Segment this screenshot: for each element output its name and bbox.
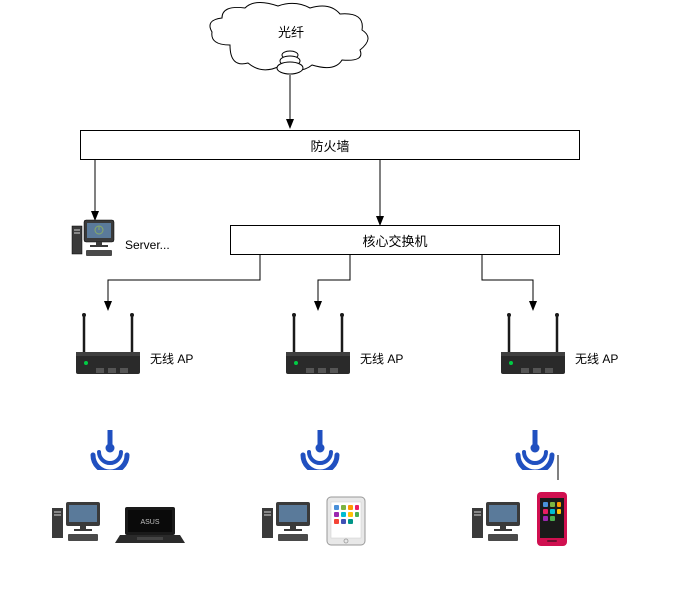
tablet-icon [325,495,367,547]
ap2-icon [280,310,360,385]
cloud-label: 光纤 [278,22,304,41]
pc2-icon [260,500,315,548]
pc3-icon [470,500,525,548]
pc1-icon [50,500,105,548]
cloud-icon [200,0,380,85]
core-switch-label: 核心交换机 [362,231,427,250]
edge-coreswitch-ap2 [318,255,350,310]
ap1-icon [70,310,150,385]
ap3-label: 无线 AP [575,350,618,367]
edge-coreswitch-ap3 [482,255,533,310]
laptop-icon: ASUS [115,505,185,547]
wifi1-icon [85,420,135,470]
ap3-icon [495,310,575,385]
wifi3-icon [510,420,560,470]
edge-coreswitch-ap1 [108,255,260,310]
svg-text:ASUS: ASUS [140,519,159,526]
phone-icon [535,490,569,548]
ap1-label: 无线 AP [150,350,193,367]
firewall-label: 防火墙 [310,136,349,155]
server-label: Server... [125,238,170,252]
server-icon [70,218,120,260]
ap2-label: 无线 AP [360,350,403,367]
core-switch-box: 核心交换机 [230,225,560,255]
firewall-box: 防火墙 [80,130,580,160]
wifi2-icon [295,420,345,470]
